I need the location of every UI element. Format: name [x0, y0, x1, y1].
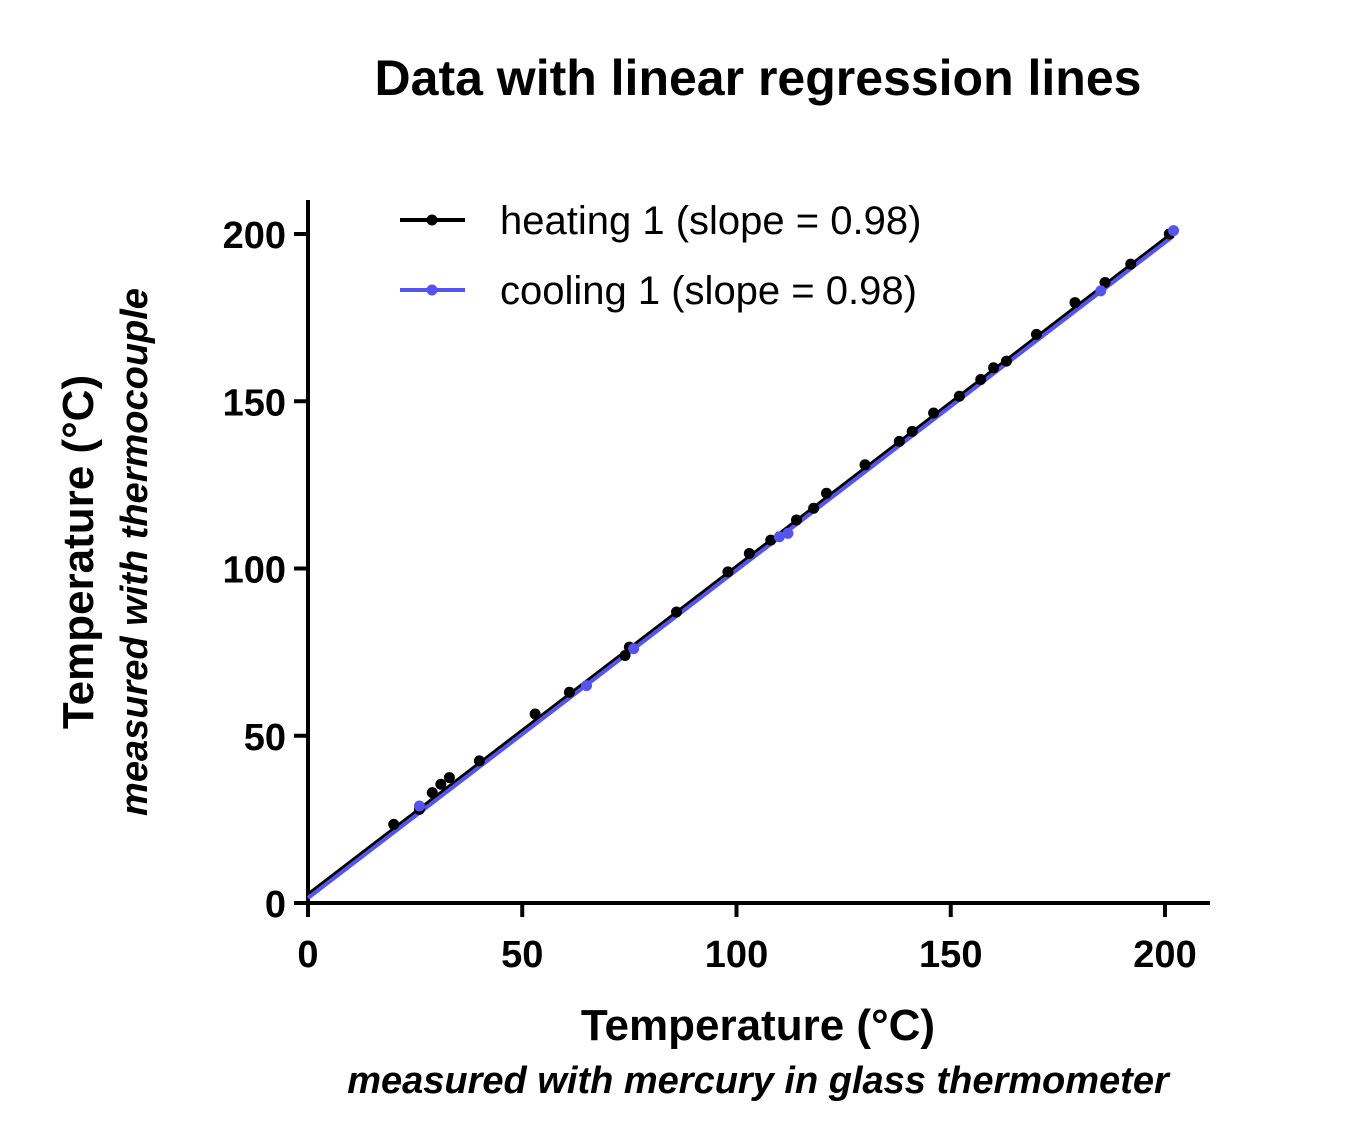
data-point-series-1: [893, 435, 905, 447]
data-point-series-1: [859, 459, 871, 471]
axes: 0 50 100 150 200 0 50 100 150 200: [223, 200, 1210, 976]
data-point-series-2: [782, 527, 794, 539]
x-axis-sublabel: measured with mercury in glass thermomet…: [347, 1060, 1171, 1102]
y-tick-label: 100: [223, 550, 286, 592]
data-point-series-1: [808, 502, 820, 514]
data-point-series-1: [1069, 297, 1081, 309]
data-point-series-1: [388, 818, 400, 830]
data-point-series-1: [435, 778, 447, 790]
legend-entry-label: cooling 1 (slope = 0.98): [500, 269, 917, 313]
legend-swatch-marker: [426, 284, 438, 296]
data-point-series-2: [1095, 285, 1107, 297]
y-axis-label: Temperature (°C): [54, 375, 103, 729]
legend-entry-label: heating 1 (slope = 0.98): [500, 199, 921, 243]
y-tick-label: 200: [223, 215, 286, 257]
y-tick-label: 0: [265, 884, 286, 926]
x-tick-label: 50: [501, 934, 543, 976]
data-point-series-2: [581, 680, 593, 692]
data-point-series-1: [619, 649, 631, 661]
data-point-series-2: [1168, 225, 1180, 237]
data-point-series-2: [773, 531, 785, 543]
data-point-series-2: [413, 800, 425, 812]
x-tick-label: 150: [919, 934, 982, 976]
data-points: [388, 225, 1180, 830]
legend: heating 1 (slope = 0.98) cooling 1 (slope…: [400, 199, 921, 313]
regression-lines: [306, 234, 1175, 900]
data-point-series-1: [563, 686, 575, 698]
x-tick-label: 100: [705, 934, 768, 976]
data-point-series-1: [1125, 258, 1137, 270]
chart-title: Data with linear regression lines: [375, 50, 1142, 106]
data-point-series-2: [628, 643, 640, 655]
data-point-series-1: [722, 566, 734, 578]
data-point-series-1: [906, 425, 918, 437]
data-point-series-1: [953, 390, 965, 402]
data-point-series-1: [1030, 328, 1042, 340]
data-point-series-1: [671, 606, 683, 618]
data-point-series-1: [1000, 355, 1012, 367]
legend-swatch-marker: [426, 214, 438, 226]
data-point-series-1: [988, 362, 1000, 374]
regression-line-1: [306, 234, 1171, 897]
y-tick-label: 150: [223, 382, 286, 424]
data-point-series-1: [443, 772, 455, 784]
data-point-series-1: [928, 407, 940, 419]
data-point-series-1: [743, 547, 755, 559]
y-axis-sublabel: measured with thermocouple: [114, 288, 156, 816]
x-tick-label: 200: [1133, 934, 1196, 976]
x-axis-label: Temperature (°C): [581, 1001, 935, 1050]
data-point-series-1: [473, 755, 485, 767]
regression-line-2: [306, 234, 1175, 900]
data-point-series-1: [975, 374, 987, 386]
y-tick-label: 50: [244, 717, 286, 759]
data-point-series-1: [820, 487, 832, 499]
data-point-series-1: [790, 514, 802, 526]
data-point-series-1: [765, 534, 777, 546]
data-point-series-1: [1099, 277, 1111, 289]
x-tick-label: 0: [297, 934, 318, 976]
data-point-series-1: [426, 787, 438, 799]
data-point-series-1: [529, 708, 541, 720]
